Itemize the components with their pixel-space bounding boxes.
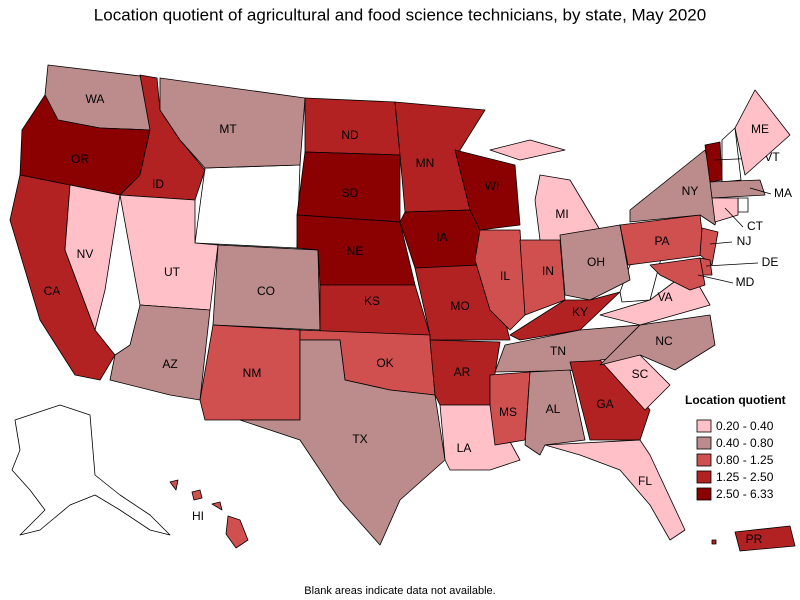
state-label: NE	[347, 244, 364, 258]
state-region	[474, 229, 526, 331]
state-label: MI	[555, 207, 568, 221]
legend-swatch	[696, 436, 712, 450]
state-label: LA	[457, 441, 472, 455]
state-region	[737, 197, 749, 213]
state-region	[239, 339, 446, 546]
state-region	[649, 257, 706, 291]
state-region	[709, 179, 766, 199]
state-label: IA	[436, 230, 447, 244]
legend: Location quotient 0.20 - 0.40 0.40 - 0.80…	[685, 393, 786, 501]
state-region	[544, 439, 686, 541]
legend-label: 0.40 - 0.80	[716, 436, 774, 450]
legend-label: 1.25 - 2.50	[716, 470, 774, 484]
state-label: FL	[638, 474, 652, 488]
state-label: MO	[450, 299, 469, 313]
state-region	[704, 141, 723, 183]
state-label: UT	[164, 265, 181, 279]
state-label: PR	[746, 532, 763, 546]
state-label: NV	[77, 247, 94, 261]
state-label: VA	[657, 290, 672, 304]
state-label: ME	[751, 122, 769, 136]
state-label: MA	[774, 186, 792, 200]
state-region	[225, 515, 249, 549]
state-region	[169, 479, 179, 491]
legend-swatch	[696, 470, 712, 484]
state-label: PA	[654, 234, 669, 248]
state-region	[629, 149, 721, 226]
state-region	[64, 184, 121, 331]
state-label: OR	[71, 152, 89, 166]
state-region	[211, 501, 223, 511]
leader-line	[709, 241, 733, 245]
state-label: WI	[485, 179, 500, 193]
state-label: ND	[341, 128, 359, 142]
state-region	[319, 284, 431, 336]
state-label: AR	[454, 365, 471, 379]
state-region	[711, 197, 739, 223]
legend-label: 2.50 - 6.33	[716, 487, 774, 501]
footnote: Blank areas indicate data not available.	[304, 585, 495, 597]
state-region	[711, 539, 717, 545]
state-label: NM	[243, 366, 262, 380]
state-label: ID	[152, 177, 164, 191]
state-label: MD	[736, 275, 755, 289]
state-label: CA	[44, 284, 61, 298]
state-label: MN	[416, 156, 435, 170]
state-label: CO	[257, 284, 275, 298]
state-label: AL	[546, 402, 561, 416]
state-label: TN	[550, 344, 566, 358]
leader-line	[749, 187, 772, 195]
state-region	[191, 489, 203, 501]
state-label: OK	[376, 356, 393, 370]
state-region	[559, 224, 631, 301]
legend-label: 0.20 - 0.40	[716, 419, 774, 433]
state-label: MT	[219, 122, 237, 136]
leader-line	[724, 207, 744, 228]
state-region	[304, 97, 401, 156]
state-region	[734, 525, 796, 552]
state-region	[119, 74, 206, 201]
state-label: SC	[632, 367, 649, 381]
state-region	[699, 227, 719, 266]
state-region	[489, 139, 566, 161]
leader-line	[705, 262, 759, 267]
legend-label: 0.80 - 1.25	[716, 453, 774, 467]
state-region	[109, 304, 211, 401]
state-label: HI	[192, 509, 204, 523]
state-label: KS	[364, 294, 380, 308]
legend-swatch	[696, 419, 712, 433]
state-label: TX	[352, 432, 367, 446]
state-label: OH	[587, 255, 605, 269]
state-label: KY	[572, 305, 588, 319]
state-label: SD	[342, 186, 359, 200]
state-region	[721, 127, 742, 183]
state-label: IN	[542, 264, 554, 278]
leader-line	[697, 274, 734, 284]
state-label: AZ	[162, 357, 177, 371]
legend-title: Location quotient	[685, 393, 786, 407]
state-label: GA	[596, 397, 613, 411]
state-label: IL	[500, 269, 510, 283]
state-region	[734, 89, 791, 176]
state-label: CT	[747, 219, 764, 233]
state-region	[489, 371, 531, 446]
state-region	[11, 404, 171, 536]
state-label: NY	[682, 184, 699, 198]
no-data-regions	[11, 127, 749, 536]
state-region	[509, 291, 621, 341]
legend-swatch	[696, 453, 712, 467]
state-region	[194, 164, 301, 249]
state-label: NC	[655, 334, 673, 348]
states: WA OR CA NV ID MT UT AZ CO NM ND SD NE KS OK TX MN IA MO AR…	[9, 64, 796, 552]
state-label: NJ	[737, 234, 752, 248]
state-label: WA	[86, 92, 105, 106]
state-label: MS	[499, 405, 517, 419]
map-title: Location quotient of agricultural and fo…	[94, 5, 706, 24]
state-label: DE	[762, 255, 779, 269]
legend-swatch	[696, 487, 712, 501]
